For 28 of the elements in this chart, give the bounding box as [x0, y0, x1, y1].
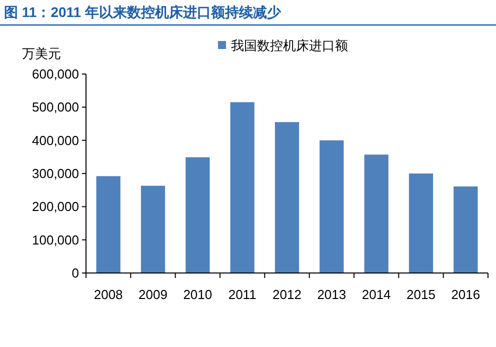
bar [140, 186, 166, 273]
y-tick-label: 200,000 [32, 199, 79, 214]
bar [186, 157, 210, 273]
x-tick-label: 2015 [406, 287, 436, 302]
chart-title: 图 11：2011 年以来数控机床进口额持续减少 [4, 4, 282, 20]
bar [408, 174, 434, 273]
y-tick-label: 500,000 [32, 100, 79, 115]
x-tick-label: 2013 [317, 287, 346, 302]
bar [274, 122, 300, 273]
x-tick-label: 2008 [94, 287, 123, 302]
bar [364, 154, 388, 273]
y-tick-label: 400,000 [32, 132, 79, 148]
bar [96, 176, 120, 273]
x-tick-label: 2010 [183, 287, 212, 302]
y-tick-label: 300,000 [32, 166, 79, 181]
y-axis-title: 万美元 [22, 46, 61, 61]
y-tick-label: 0 [72, 266, 79, 280]
x-tick-label: 2012 [272, 287, 302, 302]
bar [320, 140, 344, 273]
bar [230, 102, 254, 273]
x-tick-label: 2014 [362, 287, 391, 302]
x-tick-label: 2009 [138, 287, 168, 302]
x-tick-label: 2016 [451, 287, 480, 302]
y-tick-label: 100,000 [32, 232, 79, 248]
bar [454, 186, 478, 273]
y-tick-label: 600,000 [32, 66, 79, 82]
x-tick-label: 2011 [228, 287, 256, 302]
legend-label: 我国数控机床进口额 [231, 38, 348, 53]
